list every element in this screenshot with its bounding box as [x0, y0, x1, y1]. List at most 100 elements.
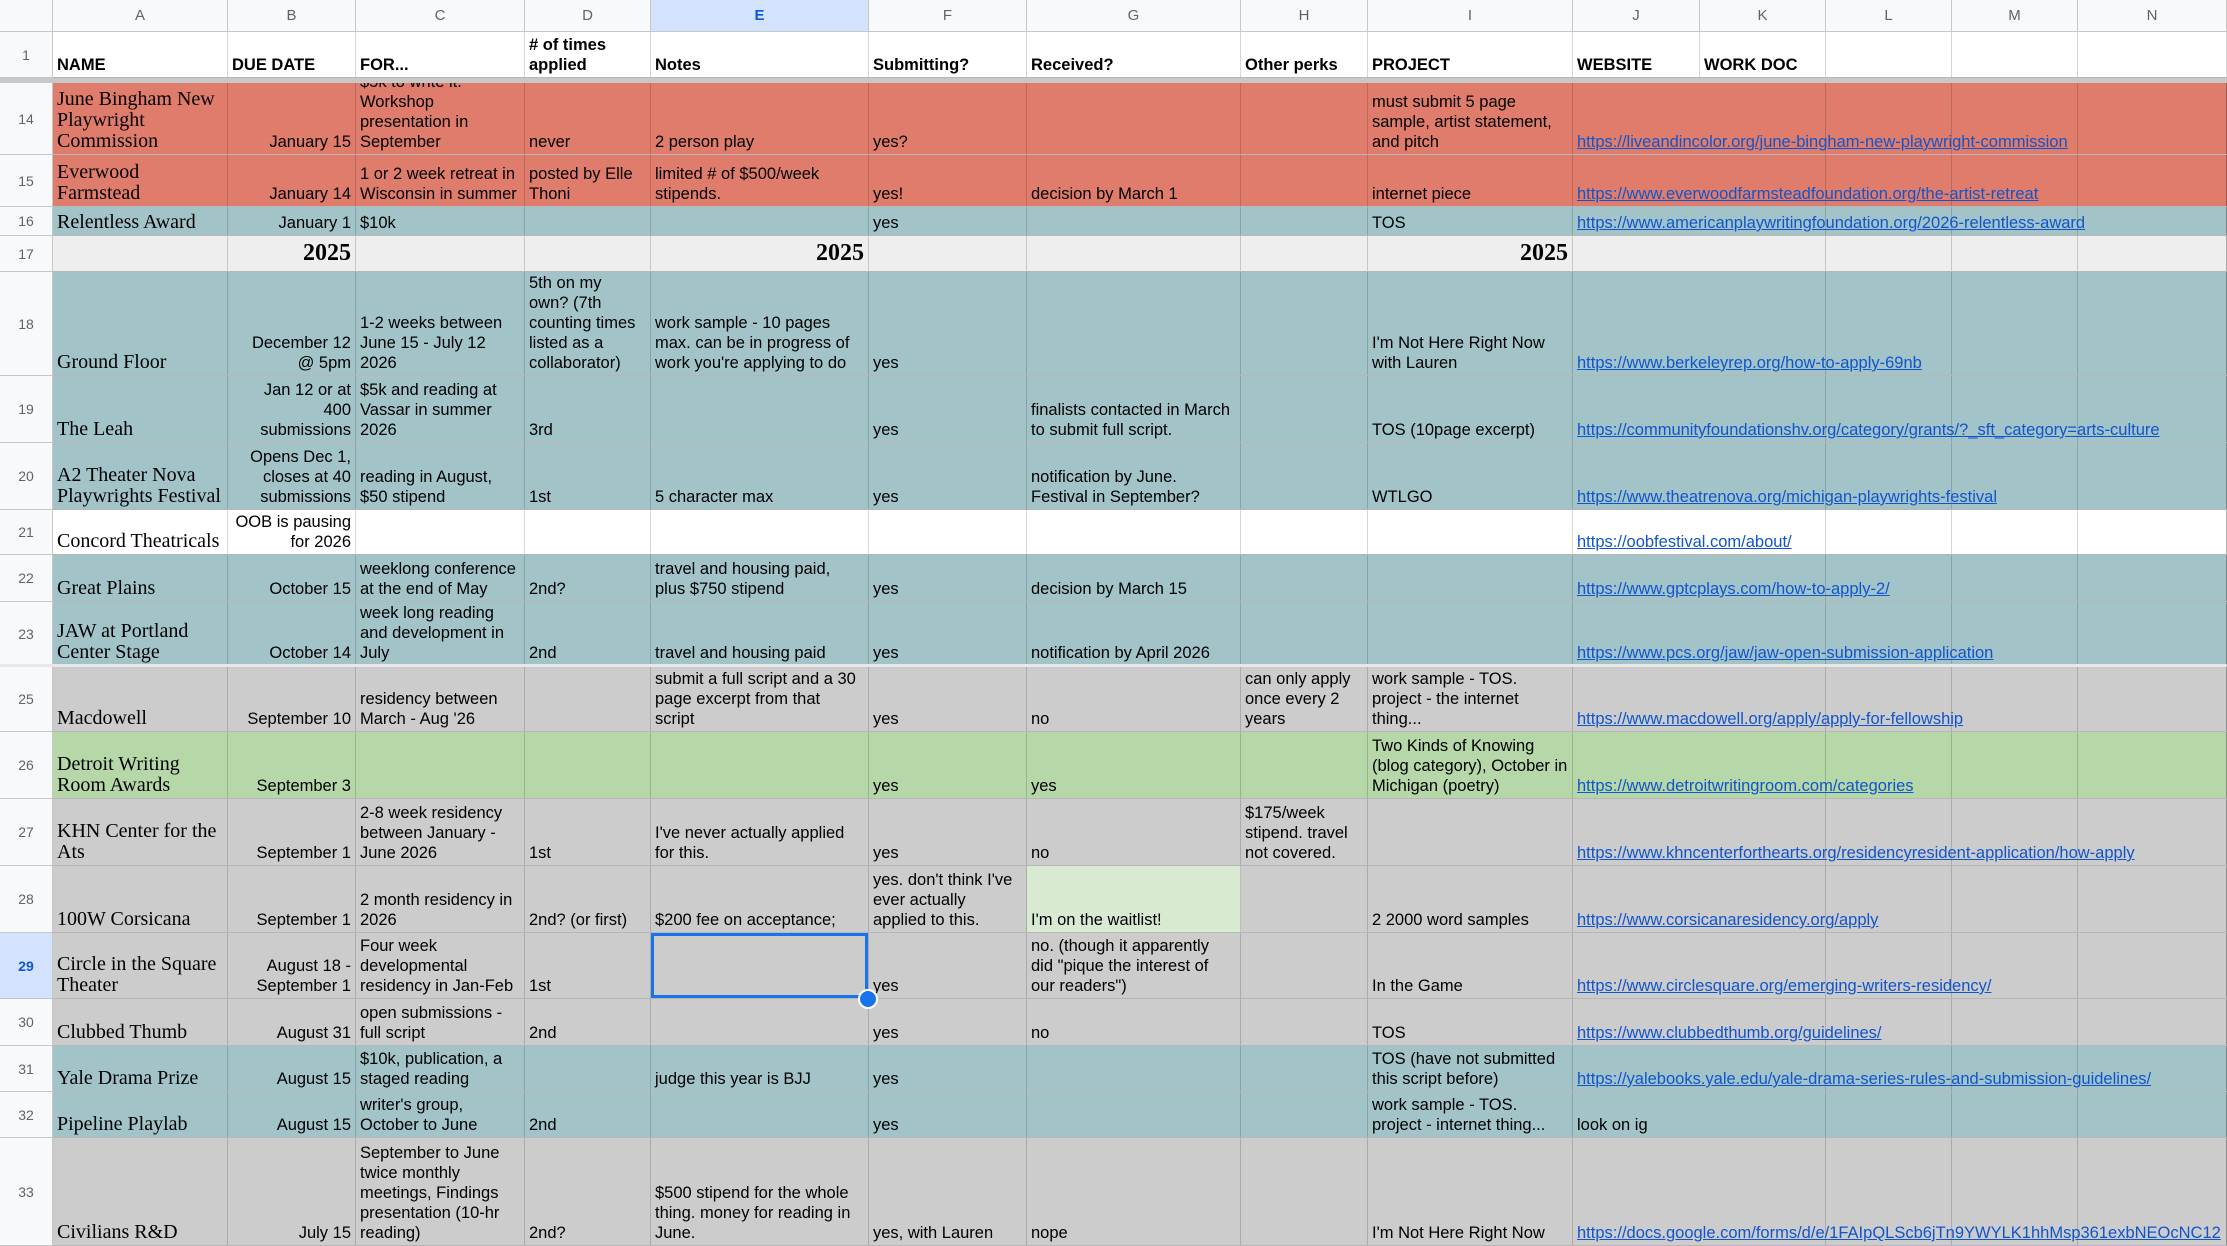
cell-d[interactable]: 3rd [525, 376, 651, 442]
column-title-l[interactable] [1826, 32, 1952, 77]
cell-l[interactable] [1826, 1092, 1952, 1137]
cell-m[interactable] [1952, 799, 2078, 865]
cell-m[interactable] [1952, 510, 2078, 554]
website-link[interactable]: https://www.theatrenova.org/michigan-pla… [1573, 443, 2227, 509]
column-header-m[interactable]: M [1952, 0, 2078, 32]
cell-i[interactable] [1368, 799, 1573, 865]
website-link[interactable]: https://www.corsicanaresidency.org/apply [1573, 866, 2227, 932]
cell-f[interactable]: yes [869, 1046, 1027, 1091]
cell-c[interactable]: 1 or 2 week retreat in Wisconsin in summ… [356, 155, 525, 206]
column-title-k[interactable]: WORK DOC [1700, 32, 1826, 77]
cell-k[interactable] [1700, 236, 1826, 271]
name-cell[interactable]: The Leah [53, 376, 228, 442]
cell-e[interactable]: 5 character max [651, 443, 869, 509]
name-cell[interactable]: Detroit Writing Room Awards [53, 732, 228, 798]
cell-i[interactable]: TOS (10page excerpt) [1368, 376, 1573, 442]
cell-i[interactable]: Two Kinds of Knowing (blog category), Oc… [1368, 732, 1573, 798]
cell-k[interactable] [1700, 207, 1826, 235]
row-number[interactable]: 18 [0, 272, 53, 376]
cell-i[interactable]: In the Game [1368, 933, 1573, 998]
cell-k[interactable] [1700, 155, 1826, 206]
cell-g[interactable] [1027, 83, 1241, 154]
cell-h[interactable] [1241, 1138, 1368, 1245]
cell-d[interactable]: 2nd? [525, 1138, 651, 1245]
cell-d[interactable]: 1st [525, 443, 651, 509]
cell-h[interactable] [1241, 866, 1368, 932]
cell-g[interactable]: no [1027, 666, 1241, 731]
name-cell[interactable]: Great Plains [53, 555, 228, 601]
cell-k[interactable] [1700, 83, 1826, 154]
cell-d[interactable] [525, 732, 651, 798]
cell-l[interactable] [1826, 443, 1952, 509]
cell-d[interactable]: 1st [525, 933, 651, 998]
cell-g[interactable]: no [1027, 799, 1241, 865]
website-link[interactable]: https://docs.google.com/forms/d/e/1FAIpQ… [1573, 1138, 2227, 1245]
due-date-cell[interactable]: August 15 [228, 1046, 356, 1091]
cell-k[interactable] [1700, 999, 1826, 1045]
cell-f[interactable]: yes, with Lauren [869, 1138, 1027, 1245]
cell-g[interactable]: I'm on the waitlist! [1027, 866, 1241, 932]
name-cell[interactable]: KHN Center for the Ats [53, 799, 228, 865]
cell-k[interactable] [1700, 1092, 1826, 1137]
cell-g[interactable]: no [1027, 999, 1241, 1045]
cell-g[interactable]: decision by March 1 [1027, 155, 1241, 206]
column-title-b[interactable]: DUE DATE [228, 32, 356, 77]
cell-f[interactable]: yes [869, 999, 1027, 1045]
cell-d[interactable]: 2nd [525, 1092, 651, 1137]
cell-l[interactable] [1826, 933, 1952, 998]
cell-m[interactable] [1952, 207, 2078, 235]
cell-f[interactable]: yes? [869, 83, 1027, 154]
cell-e[interactable] [651, 376, 869, 442]
cell-e[interactable] [651, 999, 869, 1045]
name-cell[interactable]: June Bingham New Playwright Commission [53, 83, 228, 154]
website-link[interactable]: https://oobfestival.com/about/ [1573, 510, 2227, 554]
cell-i[interactable]: internet piece [1368, 155, 1573, 206]
cell-e[interactable]: 2 person play [651, 83, 869, 154]
cell-g[interactable]: nope [1027, 1138, 1241, 1245]
cell-c[interactable] [356, 236, 525, 271]
column-title-g[interactable]: Received? [1027, 32, 1241, 77]
name-cell[interactable]: Relentless Award [53, 207, 228, 235]
row-number[interactable]: 25 [0, 666, 53, 732]
cell-c[interactable]: 2-8 week residency between January - Jun… [356, 799, 525, 865]
due-date-cell[interactable]: August 18 - September 1 [228, 933, 356, 998]
row-number[interactable]: 22 [0, 555, 53, 602]
cell-f[interactable]: yes [869, 376, 1027, 442]
cell-i[interactable]: WTLGO [1368, 443, 1573, 509]
cell-m[interactable] [1952, 443, 2078, 509]
website-link[interactable]: https://www.khncenterforthearts.org/resi… [1573, 799, 2227, 865]
cell-i[interactable]: I'm Not Here Right Now [1368, 1138, 1573, 1245]
cell-c[interactable]: $5k to write it. Workshop presentation i… [356, 83, 525, 154]
cell-g[interactable] [1027, 207, 1241, 235]
cell-d[interactable]: 2nd [525, 602, 651, 665]
cell-l[interactable] [1826, 602, 1952, 665]
cell-l[interactable] [1826, 666, 1952, 731]
due-date-cell[interactable]: Jan 12 or at 400 submissions [228, 376, 356, 442]
cell-d[interactable]: 1st [525, 799, 651, 865]
cell-k[interactable] [1700, 1046, 1826, 1091]
cell-k[interactable] [1700, 555, 1826, 601]
cell-k[interactable] [1700, 732, 1826, 798]
due-date-cell[interactable]: July 15 [228, 1138, 356, 1245]
cell-h[interactable] [1241, 1046, 1368, 1091]
cell-f[interactable]: yes [869, 207, 1027, 235]
cell-k[interactable] [1700, 602, 1826, 665]
column-header-g[interactable]: G [1027, 0, 1241, 32]
cell-i[interactable]: work sample - TOS. project - the interne… [1368, 666, 1573, 731]
cell-f[interactable]: yes [869, 933, 1027, 998]
name-cell[interactable] [53, 236, 228, 271]
cell-c[interactable] [356, 732, 525, 798]
cell-f[interactable]: yes [869, 799, 1027, 865]
website-link[interactable]: https://www.macdowell.org/apply/apply-fo… [1573, 666, 2227, 731]
cell-l[interactable] [1826, 999, 1952, 1045]
cell-e[interactable]: I've never actually applied for this. [651, 799, 869, 865]
column-title-m[interactable] [1952, 32, 2078, 77]
cell-l[interactable] [1826, 236, 1952, 271]
row-number[interactable]: 1 [0, 32, 53, 78]
cell-m[interactable] [1952, 602, 2078, 665]
website-link[interactable]: https://www.americanplaywritingfoundatio… [1573, 207, 2227, 235]
cell-g[interactable]: notification by June. Festival in Septem… [1027, 443, 1241, 509]
row-number[interactable]: 16 [0, 207, 53, 236]
cell-d[interactable] [525, 236, 651, 271]
due-date-cell[interactable]: September 3 [228, 732, 356, 798]
